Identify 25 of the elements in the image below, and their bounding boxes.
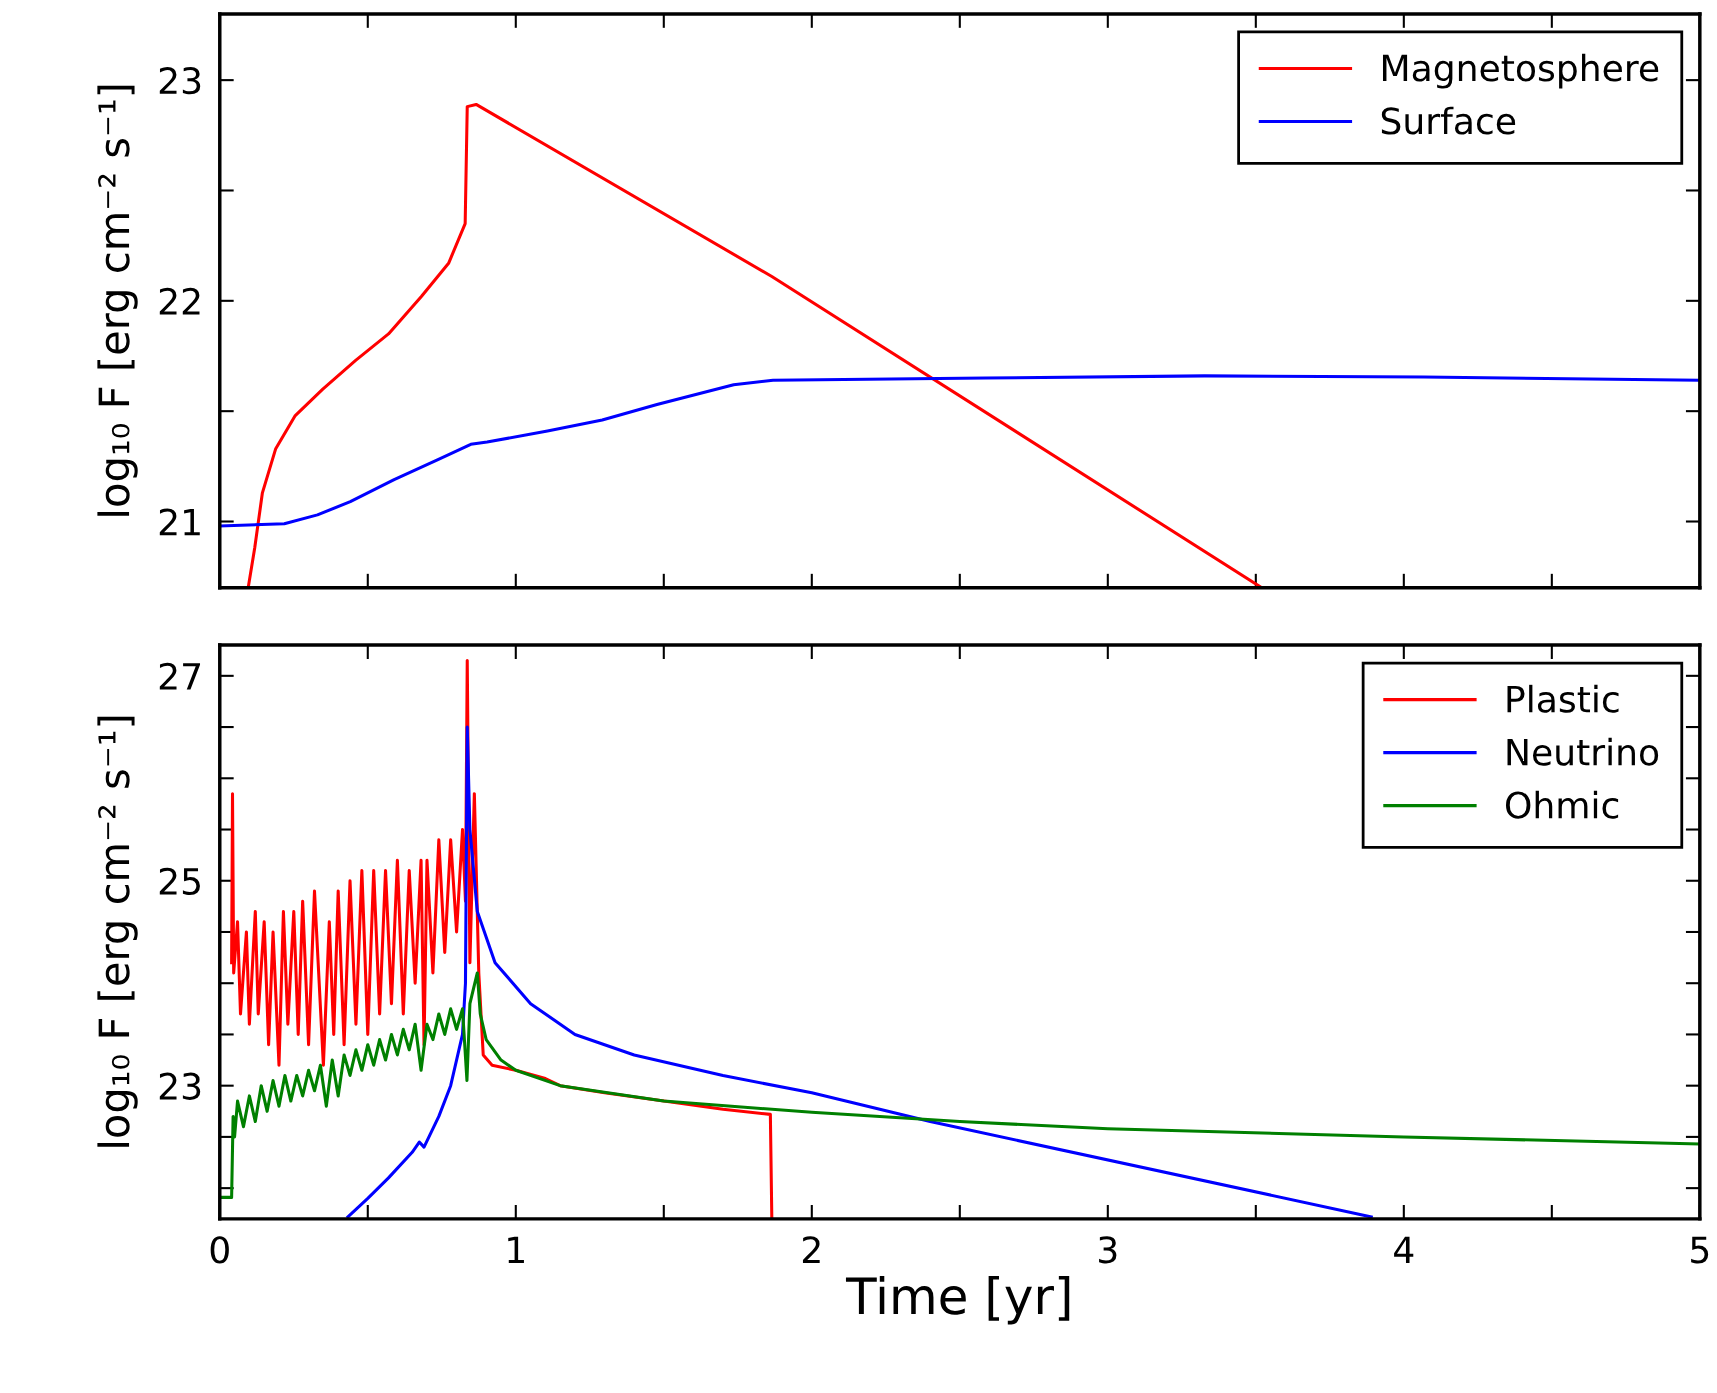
y-tick-label: 25 [159,867,200,895]
line-series [230,658,774,1219]
line-series [246,102,1264,588]
legend-label: Neutrino [1507,737,1659,766]
y-tick-label: 22 [159,287,200,315]
line-series [219,374,1700,528]
x-axis-title: Time [yr] [845,1276,1070,1325]
legend-label: Magnetosphere [1382,53,1659,89]
y-axis-title: log₁₀ F [erg cm⁻² s⁻¹] [97,85,138,516]
legend-label: Surface [1381,106,1516,135]
x-tick-label: 5 [1691,1236,1709,1264]
legend-label: Ohmic [1506,790,1619,819]
x-tick-label: 4 [1394,1236,1414,1263]
line-series [346,725,1373,1219]
x-tick-label: 3 [1099,1236,1117,1264]
y-tick-label: 23 [159,1072,201,1100]
x-tick-label: 2 [802,1236,820,1263]
legend-label: Plastic [1507,684,1619,713]
x-tick-label: 0 [210,1236,229,1264]
y-tick-label: 27 [159,662,201,690]
x-tick-label: 1 [508,1236,524,1263]
y-axis-title: log₁₀ F [erg cm⁻² s⁻¹] [97,716,138,1147]
y-tick-label: 23 [159,67,201,95]
line-series [219,971,1700,1199]
y-tick-label: 21 [159,508,200,536]
